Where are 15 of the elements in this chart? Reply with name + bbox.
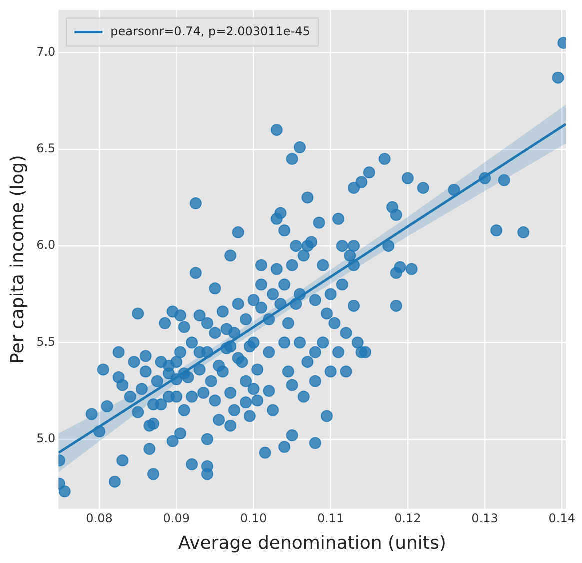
y-tick-label: 5.5 — [36, 334, 56, 349]
x-tick-label: 0.09 — [163, 511, 190, 526]
x-tick-label: 0.14 — [548, 511, 576, 526]
y-tick-label: 5.0 — [36, 432, 56, 446]
y-tick-label: 7.0 — [36, 44, 56, 59]
y-axis-title: Per capita income (log) — [7, 155, 28, 364]
x-tick-label: 0.12 — [394, 511, 422, 526]
x-tick-label: 0.08 — [86, 511, 113, 526]
x-axis-title: Average denomination (units) — [178, 532, 446, 554]
x-tick-label: 0.11 — [317, 511, 344, 526]
x-tick-label: 0.10 — [240, 511, 268, 526]
y-tick-label: 6.5 — [36, 142, 56, 156]
x-tick-label: 0.13 — [472, 511, 498, 526]
y-tick-label: 6.0 — [36, 238, 56, 252]
legend-label: pearsonr=0.74, p=2.003011e-45 — [110, 24, 310, 38]
